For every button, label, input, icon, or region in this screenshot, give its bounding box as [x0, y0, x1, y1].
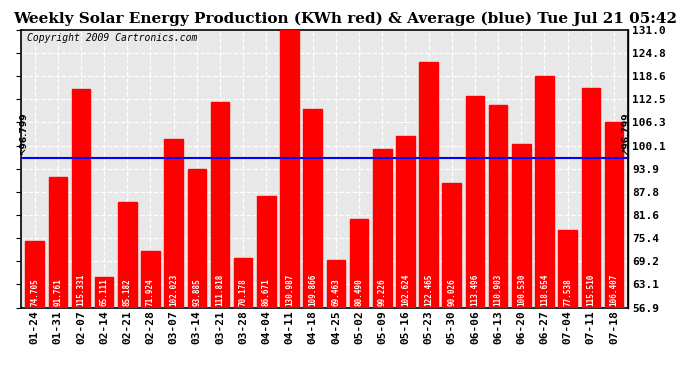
Bar — [234, 258, 253, 307]
Text: 65.111: 65.111 — [99, 278, 108, 306]
Text: 74.705: 74.705 — [30, 278, 39, 306]
Text: 111.818: 111.818 — [215, 273, 224, 306]
Bar — [396, 136, 415, 308]
Bar — [535, 76, 554, 308]
Text: 70.178: 70.178 — [239, 278, 248, 306]
Bar — [373, 149, 391, 308]
Text: Weekly Solar Energy Production (KWh red) & Average (blue) Tue Jul 21 05:42: Weekly Solar Energy Production (KWh red)… — [13, 11, 677, 26]
Bar — [582, 88, 600, 308]
Bar — [48, 177, 67, 308]
Text: 85.182: 85.182 — [123, 278, 132, 306]
Bar — [164, 138, 183, 308]
Bar — [141, 251, 160, 308]
Text: 69.463: 69.463 — [331, 278, 340, 306]
Text: Copyright 2009 Cartronics.com: Copyright 2009 Cartronics.com — [27, 33, 197, 43]
Text: 102.023: 102.023 — [169, 273, 178, 306]
Text: 118.654: 118.654 — [540, 273, 549, 306]
Bar — [326, 261, 345, 308]
Text: 71.924: 71.924 — [146, 278, 155, 306]
Bar — [26, 241, 44, 308]
Text: 115.510: 115.510 — [586, 273, 595, 306]
Bar — [350, 219, 368, 308]
Text: 113.496: 113.496 — [471, 273, 480, 306]
Bar — [420, 62, 438, 308]
Text: 77.538: 77.538 — [563, 278, 572, 306]
Bar — [489, 105, 507, 308]
Text: 91.761: 91.761 — [53, 278, 62, 306]
Bar — [604, 122, 623, 308]
Text: 115.331: 115.331 — [77, 273, 86, 306]
Bar — [304, 109, 322, 307]
Bar — [118, 202, 137, 308]
Text: ↖96.799: ↖96.799 — [19, 112, 28, 154]
Text: 109.866: 109.866 — [308, 273, 317, 306]
Bar — [188, 169, 206, 308]
Text: 110.903: 110.903 — [493, 273, 502, 306]
Text: 102.624: 102.624 — [401, 273, 410, 306]
Bar — [442, 183, 461, 308]
Text: 100.530: 100.530 — [517, 273, 526, 306]
Text: 93.885: 93.885 — [193, 278, 201, 306]
Bar — [280, 30, 299, 308]
Text: ↗96.799: ↗96.799 — [621, 112, 630, 154]
Bar — [72, 88, 90, 308]
Text: 99.226: 99.226 — [377, 278, 386, 306]
Text: 86.671: 86.671 — [262, 278, 271, 306]
Bar — [210, 102, 229, 308]
Text: 90.026: 90.026 — [447, 278, 456, 306]
Bar — [257, 196, 275, 308]
Text: 80.490: 80.490 — [355, 278, 364, 306]
Text: 122.465: 122.465 — [424, 273, 433, 306]
Text: 130.987: 130.987 — [285, 273, 294, 306]
Bar — [558, 230, 577, 308]
Bar — [95, 277, 113, 308]
Bar — [512, 144, 531, 308]
Bar — [466, 96, 484, 308]
Text: 106.407: 106.407 — [609, 273, 618, 306]
